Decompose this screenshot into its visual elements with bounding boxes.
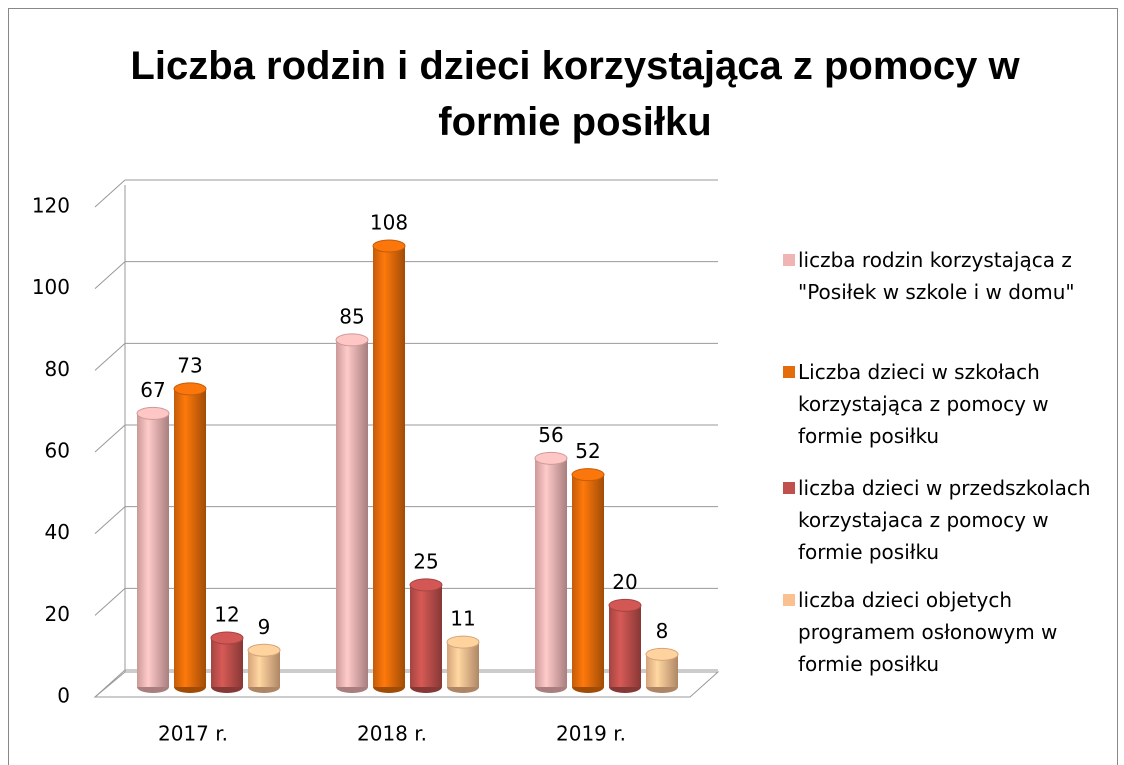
bar-top: [409, 578, 443, 592]
x-tick-label: 2019 r.: [556, 722, 626, 746]
data-label: 25: [413, 549, 438, 573]
bar-top: [534, 451, 568, 465]
legend-label: liczba dzieci w przedszkolach korzystaja…: [798, 476, 1091, 564]
legend-label: liczba dzieci objetych programem osłonow…: [798, 588, 1058, 676]
bar: [609, 605, 641, 687]
bar-top: [210, 631, 244, 645]
legend-label: Liczba dzieci w szkołach korzystająca z …: [798, 360, 1049, 448]
grid-line-side: [94, 587, 126, 616]
grid-line-side: [94, 424, 126, 453]
bar: [572, 474, 604, 687]
legend-label: liczba rodzin korzystająca z "Posiłek w …: [798, 248, 1075, 304]
grid-line-side: [94, 506, 126, 535]
bar-top: [136, 406, 170, 420]
legend-item: liczba dzieci w przedszkolach korzystaja…: [783, 472, 1113, 568]
y-tick-label: 20: [45, 602, 70, 626]
chart-title: Liczba rodzin i dzieci korzystająca z po…: [130, 44, 1020, 144]
bar-top: [608, 598, 642, 612]
legend-swatch: [783, 594, 795, 606]
legend-item: Liczba dzieci w szkołach korzystająca z …: [783, 356, 1113, 452]
bar-top: [571, 468, 605, 482]
legend-swatch: [783, 482, 795, 494]
y-tick-label: 40: [45, 520, 70, 544]
bar: [410, 584, 442, 687]
data-label: 52: [575, 439, 600, 463]
y-tick-label: 0: [57, 684, 70, 708]
chart-border: [8, 8, 1118, 765]
legend-item: liczba rodzin korzystająca z "Posiłek w …: [783, 244, 1113, 308]
bar-top: [372, 239, 406, 253]
y-tick-label: 100: [32, 275, 70, 299]
data-label: 108: [370, 211, 408, 235]
bar-top: [335, 333, 369, 347]
legend-swatch: [783, 366, 795, 378]
x-tick-label: 2017 r.: [158, 722, 228, 746]
data-label: 20: [612, 570, 637, 594]
legend-swatch: [783, 254, 795, 266]
y-tick-label: 80: [45, 357, 70, 381]
data-label: 73: [177, 353, 202, 377]
bar: [174, 388, 206, 687]
bar: [373, 246, 405, 687]
bar: [447, 642, 479, 687]
data-label: 56: [538, 423, 563, 447]
data-label: 12: [214, 603, 239, 627]
data-label: 9: [258, 615, 271, 639]
bar-top: [446, 635, 480, 649]
y-tick-label: 60: [45, 439, 70, 463]
bar-top: [173, 382, 207, 396]
data-label: 85: [339, 304, 364, 328]
x-tick-label: 2018 r.: [357, 722, 427, 746]
data-label: 11: [450, 607, 475, 631]
y-tick-label: 120: [32, 194, 70, 218]
data-label: 8: [656, 619, 669, 643]
bar: [336, 339, 368, 687]
bar-top: [247, 643, 281, 657]
bar: [535, 458, 567, 687]
bar-top: [645, 647, 679, 661]
bar: [211, 638, 243, 687]
data-label: 67: [140, 378, 165, 402]
grid-line-side: [94, 179, 126, 208]
grid-line-side: [94, 261, 126, 290]
legend-item: liczba dzieci objetych programem osłonow…: [783, 584, 1113, 680]
grid-line-side: [94, 669, 126, 698]
bar: [137, 413, 169, 687]
grid-line-side: [94, 342, 126, 371]
